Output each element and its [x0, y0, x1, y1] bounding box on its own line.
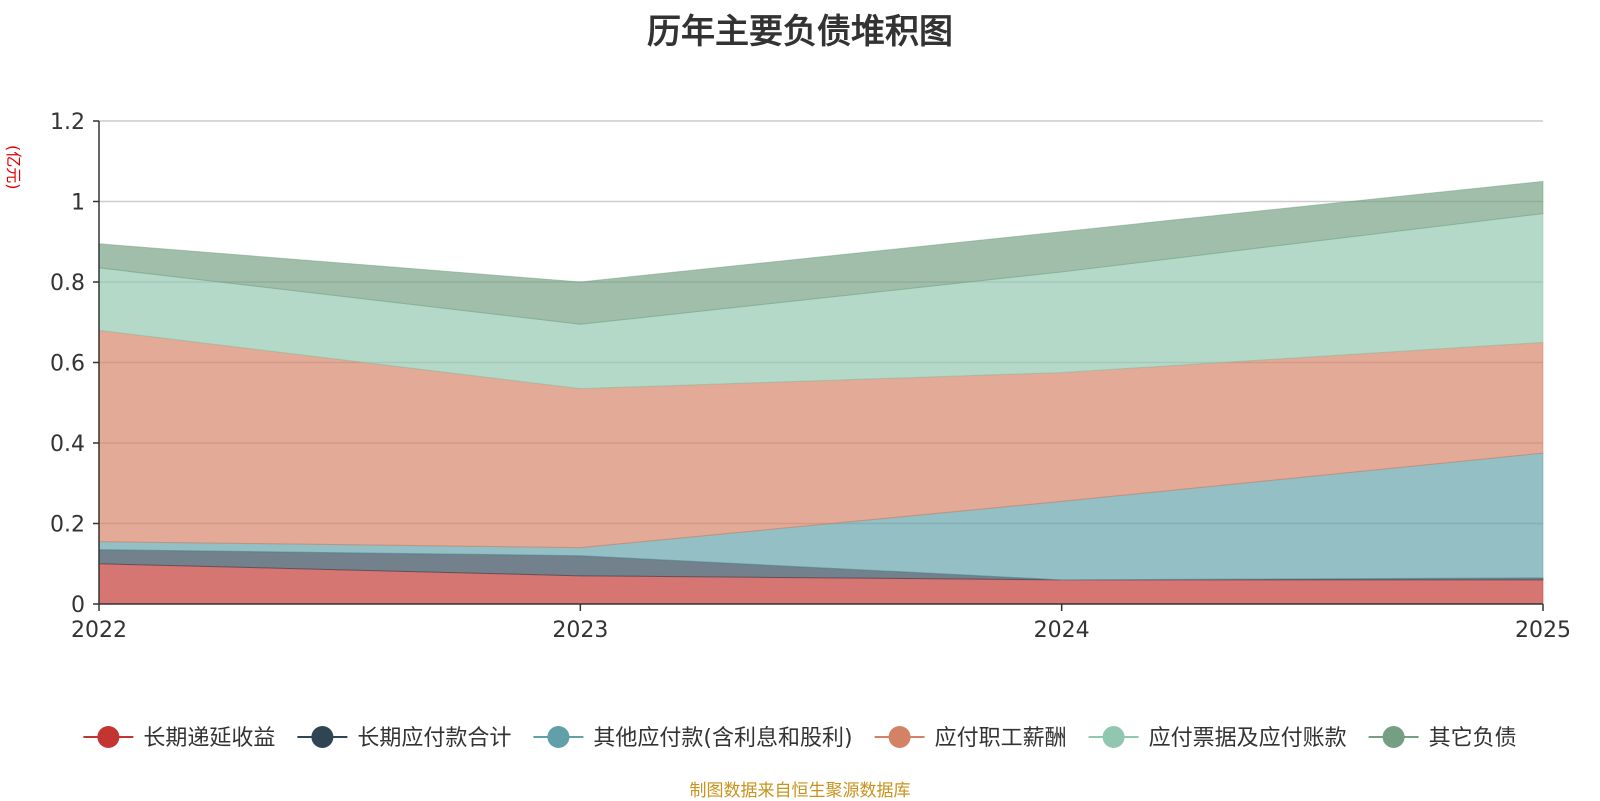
legend-item-1[interactable]: 长期递延收益 [83, 726, 275, 751]
legend-item-6[interactable]: 其它负债 [1368, 726, 1517, 751]
legend-marker [547, 726, 570, 748]
legend-marker [888, 726, 911, 748]
legend[interactable]: 长期递延收益 长期应付款合计 其他应付款(含利息和股利) 应付职工薪酬 应付票据及应付账… [83, 726, 1517, 751]
y-tick-label: 0.2 [50, 513, 85, 538]
legend-marker [97, 726, 120, 748]
x-tick-label: 2022 [71, 618, 127, 643]
legend-item-4[interactable]: 应付职工薪酬 [874, 726, 1067, 751]
legend-label: 其他应付款(含利息和股利) [593, 726, 852, 751]
area-series [98, 180, 1544, 605]
legend-label: 长期递延收益 [143, 726, 275, 751]
y-tick-label: 0.8 [50, 271, 85, 296]
legend-label: 长期应付款合计 [357, 726, 511, 751]
y-tick-label: 0.6 [50, 352, 85, 377]
legend-marker [311, 726, 334, 748]
legend-label: 应付票据及应付账款 [1149, 726, 1347, 751]
y-tick-label: 0 [71, 593, 85, 618]
legend-label: 应付职工薪酬 [935, 726, 1067, 751]
legend-item-3[interactable]: 其他应付款(含利息和股利) [533, 726, 853, 751]
x-tick-label: 2023 [552, 618, 608, 643]
legend-item-2[interactable]: 长期应付款合计 [297, 726, 511, 751]
x-tick-label: 2024 [1034, 618, 1090, 643]
legend-marker [1102, 726, 1125, 748]
data-source-note: 制图数据来自恒生聚源数据库 [689, 781, 911, 801]
y-tick-label: 1.2 [50, 110, 85, 135]
y-tick-label: 0.4 [50, 432, 85, 457]
legend-label: 其它负债 [1429, 726, 1517, 751]
chart-title: 历年主要负债堆积图 [647, 12, 953, 52]
y-tick-label: 1 [71, 191, 85, 216]
axes: 0 0.2 0.4 0.6 0.8 1 1.2 2022 2023 2024 2025 [50, 110, 1571, 643]
x-tick-label: 2025 [1515, 618, 1571, 643]
legend-item-5[interactable]: 应付票据及应付账款 [1088, 726, 1347, 751]
area-series-6 [98, 180, 1544, 325]
legend-marker [1382, 726, 1405, 748]
